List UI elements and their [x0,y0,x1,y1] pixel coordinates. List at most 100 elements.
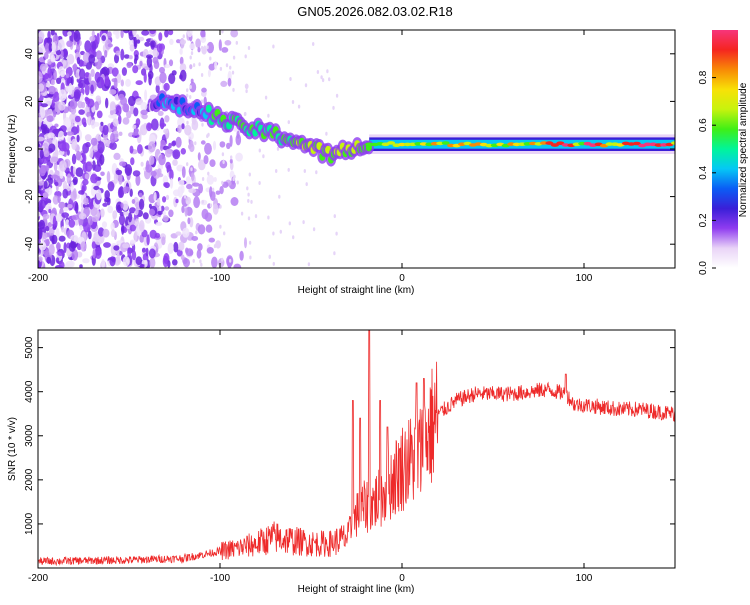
spectrogram-noise-blob [109,141,117,150]
spectrogram-noise-blob [95,50,102,59]
spectrogram-noise-blob [229,134,233,147]
spectrogram-noise-blob [235,134,242,146]
spectrogram-noise-blob [112,126,118,131]
spectrogram-noise-blob [120,30,124,39]
spectrogram-noise-blob [76,56,81,65]
spectrogram-noise-blob [230,30,239,38]
spectrogram-noise-speck [229,65,232,70]
spectrogram-noise-blob [91,41,97,52]
spectrogram-noise-speck [222,160,225,164]
spectrogram-noise-blob [85,141,91,148]
spectrogram-noise-blob [130,239,137,244]
spectrogram-noise-blob [84,134,92,142]
spectrogram-noise-blob [38,211,41,217]
spectrogram-noise-speck [244,111,247,116]
spectrogram-noise-speck [302,220,305,225]
spectrogram-noise-blob [104,49,108,58]
spectrogram-noise-blob [100,121,104,126]
spectrogram-noise-blob [156,198,161,206]
spectrogram-noise-blob [204,142,212,155]
spectrogram-noise-blob [53,160,58,172]
spectrogram-noise-blob [212,140,217,151]
spectrogram-track [151,90,675,167]
spectrogram-noise-blob [109,89,117,95]
spectrogram-noise-blob [179,63,187,72]
spectrogram-noise-blob [91,30,95,37]
spectrogram-noise-blob [180,185,185,194]
spectrogram-noise-blob [50,156,59,163]
spectrogram-noise-blob [121,67,127,76]
spectrogram-noise-blob [43,150,50,158]
spectrogram-noise-blob [70,234,78,242]
spectrogram-noise-blob [55,214,61,222]
spectrogram-noise-blob [39,164,48,174]
spectrogram-noise-blob [127,247,132,257]
spectrogram-noise-blob [72,63,78,74]
spectrogram-noise-speck [312,227,316,232]
spectrogram-noise-blob [135,98,143,106]
snr-frame [37,329,676,569]
spectrogram-noise-blob [38,260,41,268]
spectrogram-noise-blob [58,201,66,209]
spectrogram-noise-blob [48,208,52,214]
spectrogram-noise-blob [104,190,110,200]
spectrogram-noise-blob [108,114,116,119]
spectrogram-noise-blob [81,117,87,126]
spectrogram-noise-blob [213,177,217,182]
spectrogram-noise-blob [110,222,115,231]
snr-y-ticks: 1000 2000 3000 4000 5000 [24,336,675,535]
spectrogram-noise-blob [164,30,169,38]
spectrogram-noise-speck [248,172,251,177]
spectrogram-noise-blob [133,57,138,65]
spectrogram-noise-speck [288,221,291,226]
spectrogram-noise-blob [120,79,125,87]
spectrogram-noise-speck [245,89,248,94]
spectrogram-noise-blob [155,221,163,226]
spectrogram-y-tick-label: 40 [24,48,35,60]
spectrogram-noise-speck [232,55,236,60]
spectrogram-noise-blob [149,257,156,268]
snr-plot-area [38,330,675,567]
spectrogram-noise-blob [193,196,201,209]
spectrogram-noise-blob [110,132,115,144]
spectrogram-noise-blob [226,142,231,150]
spectrogram-noise-speck [209,56,212,61]
spectrogram-noise-blob [153,191,157,202]
spectrogram-noise-blob [112,118,119,127]
spectrogram-noise-blob [64,202,69,209]
spectrogram-noise-blob [206,247,214,254]
snr-x-tick-label: 100 [576,573,593,584]
spectrogram-noise-blob [148,248,156,259]
spectrogram-noise-blob [56,77,62,84]
spectrogram-noise-blob [230,197,239,206]
spectrogram-noise-blob [123,30,130,34]
spectrogram-noise-blob [63,206,69,212]
spectrogram-noise-blob [206,41,214,54]
spectrogram-noise-blob [197,47,201,53]
spectrogram-noise-speck [333,251,336,256]
spectrogram-noise-blob [150,170,157,177]
spectrogram-noise-speck [305,182,308,187]
spectrogram-noise-blob [73,30,81,42]
spectrogram-noise-blob [76,251,83,258]
snr-y-tick-label: 4000 [24,380,35,403]
spectrogram-noise-speck [289,77,292,81]
spectrogram-noise-blob [101,221,108,229]
snr-x-ticks: -200 -100 0 100 [28,330,593,584]
spectrogram-noise-blob [114,53,119,64]
spectrogram-noise-blob [51,42,56,53]
spectrogram-noise-blob [55,242,61,250]
spectrogram-noise-speck [219,224,222,229]
spectrogram-band-core [671,141,675,145]
spectrogram-noise-blob [110,229,116,238]
spectrogram-noise-blob [50,79,56,86]
spectrogram-noise-blob [42,213,50,220]
spectrogram-noise-blob [75,150,81,161]
spectrogram-noise-speck [297,104,301,109]
spectrogram-noise-speck [264,95,268,100]
spectrogram-noise-blob [67,31,72,37]
spectrogram-noise-blob [80,241,87,252]
spectrogram-noise-blob [89,35,96,42]
spectrogram-noise-blob [227,77,232,87]
spectrogram-noise-blob [52,136,57,146]
